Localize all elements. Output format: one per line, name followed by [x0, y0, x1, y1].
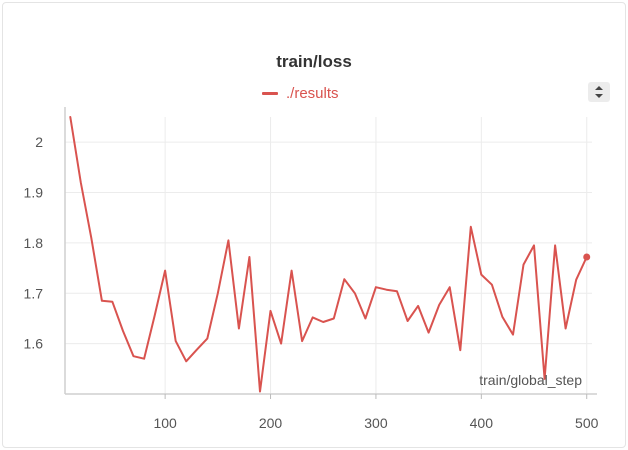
y-tick-label: 1.7 [24, 285, 44, 301]
y-tick-label: 1.9 [24, 185, 44, 201]
x-tick-label: 300 [364, 415, 388, 431]
legend-label: ./results [286, 84, 339, 102]
x-ticks: 100 200 300 400 500 [153, 394, 599, 431]
legend[interactable]: ./results [262, 84, 339, 102]
y-tick-label: 1.6 [24, 336, 44, 352]
legend-swatch [262, 91, 278, 95]
sort-updown-icon[interactable] [588, 82, 610, 102]
x-axis-label: train/global_step [479, 372, 582, 388]
axes [64, 107, 597, 395]
last-point-marker [583, 253, 591, 261]
x-tick-label: 100 [153, 415, 177, 431]
x-tick-label: 200 [259, 415, 283, 431]
x-tick-label: 500 [575, 415, 599, 431]
y-tick-label: 1.8 [24, 235, 44, 251]
y-ticks: 1.6 1.7 1.8 1.9 2 [24, 134, 44, 351]
x-tick-label: 400 [470, 415, 494, 431]
series-layer [69, 116, 591, 393]
chart-title: train/loss [276, 52, 352, 71]
y-tick-label: 2 [35, 134, 43, 150]
grid-lines [65, 117, 592, 394]
series-line [69, 116, 588, 393]
